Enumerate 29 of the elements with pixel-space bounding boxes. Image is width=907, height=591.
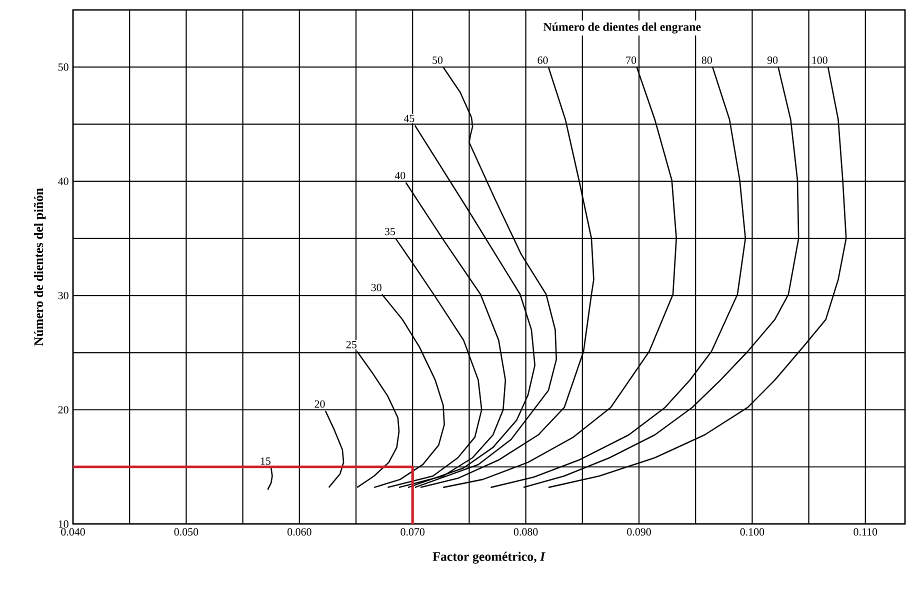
series-label: 45 xyxy=(404,114,414,122)
y-axis-title: Número de dientes del piñón xyxy=(34,188,46,346)
series-label: 50 xyxy=(432,56,443,64)
series-label: 35 xyxy=(384,228,395,236)
series-label: 15 xyxy=(260,457,270,465)
x-tick-label: 0.060 xyxy=(287,528,312,536)
y-tick-label: 40 xyxy=(58,178,68,186)
x-tick-label: 0.040 xyxy=(61,528,85,536)
x-tick-label: 0.070 xyxy=(400,528,425,536)
x-tick-label: 0.090 xyxy=(627,528,651,536)
series-label: 70 xyxy=(626,56,636,64)
x-tick-label: 0.100 xyxy=(740,528,764,536)
x-tick-label: 0.080 xyxy=(514,528,538,536)
series-label: 80 xyxy=(702,56,712,64)
x-tick-label: 0.110 xyxy=(854,528,878,536)
legend-title: Número de dientes del engrane xyxy=(543,22,701,34)
series-label: 25 xyxy=(346,340,356,348)
series-label: 100 xyxy=(812,56,828,64)
series-label: 60 xyxy=(538,56,548,64)
series-label: 30 xyxy=(371,284,382,292)
y-tick-label: 10 xyxy=(58,520,68,528)
y-tick-label: 30 xyxy=(58,292,68,300)
y-tick-label: 50 xyxy=(58,63,68,71)
series-label: 20 xyxy=(314,400,325,408)
x-axis-title: Factor geométrico, I xyxy=(432,552,546,564)
series-label: 40 xyxy=(394,172,406,180)
series-label: 90 xyxy=(767,56,778,64)
y-tick-label: 20 xyxy=(58,406,68,414)
x-tick-label: 0.050 xyxy=(174,528,198,536)
